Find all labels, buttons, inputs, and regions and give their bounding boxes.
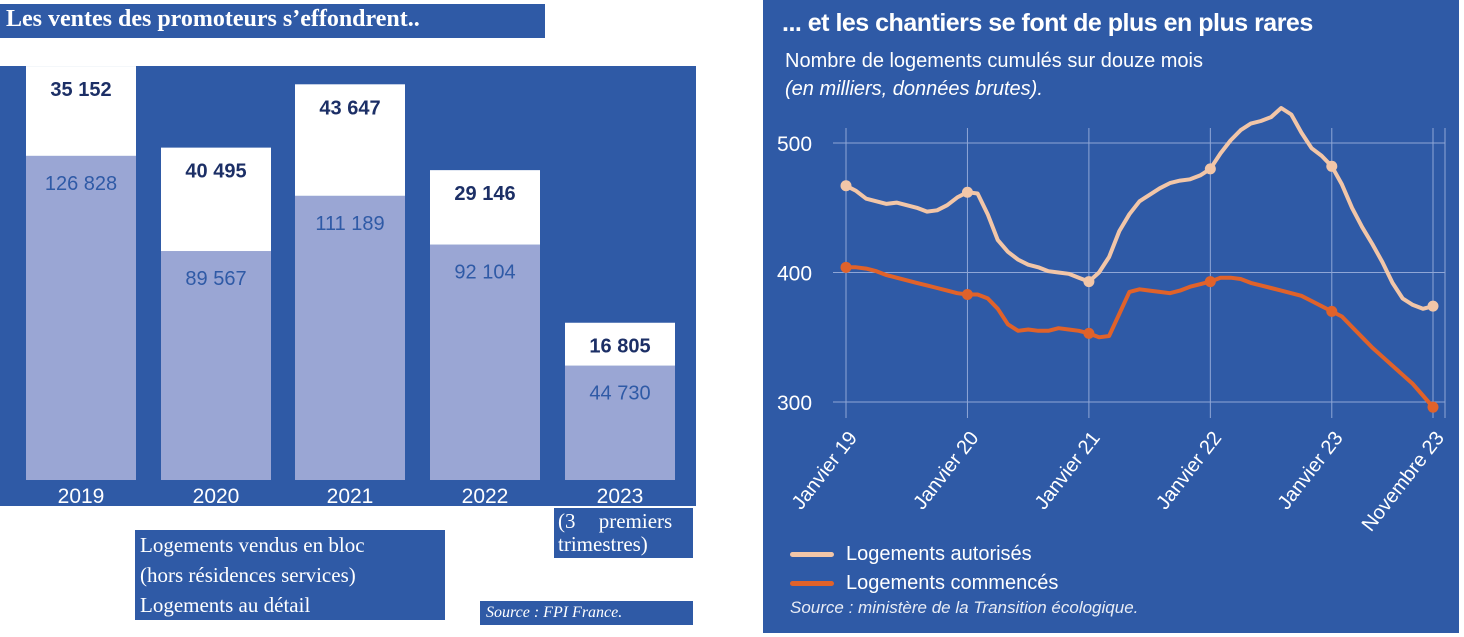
right-source: Source : ministère de la Transition écol… (790, 598, 1139, 617)
x-tick-label-0: Janvier 19 (788, 428, 862, 514)
x-tick-label-2: Janvier 21 (1031, 428, 1105, 514)
left-chart-title: Les ventes des promoteurs s’effondrent.. (6, 6, 420, 32)
label-bloc-2019: 35 152 (50, 79, 111, 101)
note-2023-line1: (3 premiers (558, 509, 673, 533)
series-0-marker-0 (840, 180, 852, 192)
x-tick-2020: 2020 (193, 485, 240, 508)
label-detail-2021: 111 189 (315, 213, 384, 235)
y-tick-500: 500 (777, 133, 812, 156)
right-legend: Logements autorisés Logements commencés (790, 540, 1058, 598)
label-detail-2023: 44 730 (589, 383, 650, 405)
legend-item-autorises: Logements autorisés (790, 540, 1058, 569)
x-tick-label-1: Janvier 20 (909, 428, 983, 514)
bar-bloc-2019 (26, 66, 136, 156)
bar-detail-2019 (26, 155, 136, 480)
right-chart-subtitle-units: (en milliers, données brutes). (785, 78, 1043, 100)
label-bloc-2022: 29 146 (454, 183, 515, 205)
legend-bloc-sublabel: (hors résidences services) (140, 563, 356, 587)
grid (833, 128, 1446, 418)
right-line-chart: 300 400 500 Janvier 19 Janvier 20 Janvier 21 J… (777, 106, 1449, 536)
series-line-0 (844, 106, 1435, 311)
series-1-marker-24 (1083, 327, 1095, 339)
x-tick-label-4: Janvier 23 (1274, 428, 1348, 514)
right-chart-subtitle: Nombre de logements cumulés sur douze mo… (785, 50, 1203, 72)
series-1-marker-58 (1427, 401, 1439, 413)
left-legend: Logements vendus en bloc (hors résidence… (135, 530, 445, 620)
legend-label-commences: Logements commencés (846, 572, 1059, 594)
x-tick-label-5: Novembre 23 (1358, 428, 1449, 536)
x-tick-label-3: Janvier 22 (1152, 428, 1226, 514)
bar-detail-2020 (161, 251, 271, 480)
bar-bloc-2022 (430, 170, 540, 245)
label-detail-2022: 92 104 (454, 262, 515, 284)
x-tick-2023: 2023 (597, 485, 644, 508)
series-0-marker-48 (1326, 160, 1338, 172)
legend-item-commences: Logements commencés (790, 569, 1058, 598)
left-source: Source : FPI France. (480, 601, 693, 625)
bar-detail-2023 (565, 365, 675, 480)
legend-detail-label: Logements au détail (140, 593, 311, 617)
bar-detail-2022 (430, 244, 540, 480)
series-0-marker-12 (961, 186, 973, 198)
bar-bloc-2020 (161, 147, 271, 252)
label-bloc-2023: 16 805 (589, 336, 650, 358)
label-bloc-2020: 40 495 (185, 161, 246, 183)
series-1-marker-36 (1204, 276, 1216, 288)
note-2023: (3 premiers trimestres) (554, 508, 693, 558)
x-tick-2021: 2021 (327, 485, 374, 508)
y-tick-400: 400 (777, 263, 812, 286)
series-0-marker-36 (1204, 163, 1216, 175)
label-detail-2020: 89 567 (185, 268, 246, 290)
series-1-marker-12 (961, 289, 973, 301)
x-tick-2022: 2022 (462, 485, 509, 508)
series-0-marker-58 (1427, 300, 1439, 312)
legend-swatch-commences (790, 581, 834, 586)
legend-bloc-label: Logements vendus en bloc (140, 533, 365, 557)
x-tick-2019: 2019 (58, 485, 105, 508)
series-line-1 (844, 265, 1435, 410)
bar-detail-2021 (295, 195, 405, 480)
bar-bloc-2023 (565, 322, 675, 366)
legend-swatch-autorises (790, 552, 834, 557)
label-detail-2019: 126 828 (45, 173, 117, 195)
note-2023-line2: trimestres) (558, 532, 648, 556)
bar-bloc-2021 (295, 84, 405, 196)
series-1-marker-48 (1326, 305, 1338, 317)
left-bar-chart: 35 152 126 828 2019 40 495 89 567 2020 43 647 1… (26, 66, 675, 508)
label-bloc-2021: 43 647 (319, 97, 380, 119)
y-tick-300: 300 (777, 392, 812, 415)
right-chart-title: ... et les chantiers se font de plus en … (782, 9, 1313, 37)
series-0-marker-24 (1083, 276, 1095, 288)
legend-label-autorises: Logements autorisés (846, 543, 1032, 565)
left-title-bar (0, 4, 545, 38)
series-1-marker-0 (840, 261, 852, 273)
